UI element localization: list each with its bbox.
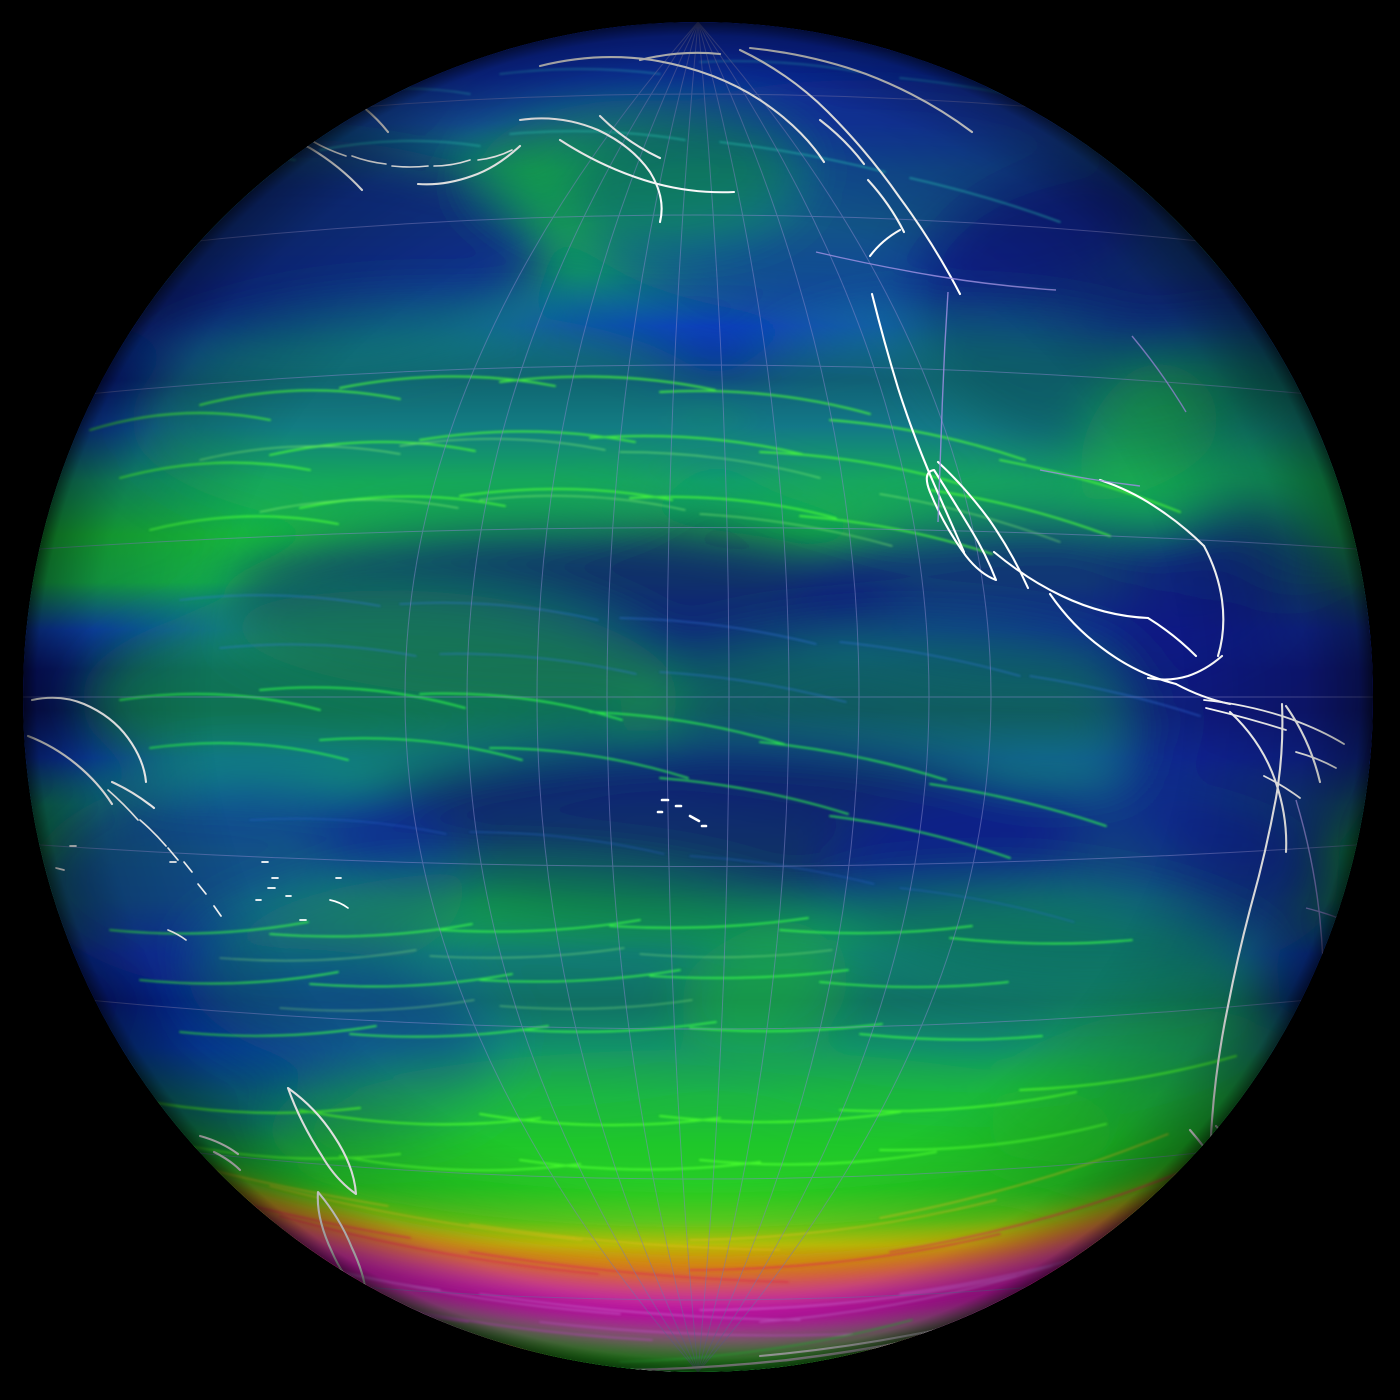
globe-surface[interactable] xyxy=(23,22,1390,1373)
limb-shading xyxy=(23,22,1373,1372)
